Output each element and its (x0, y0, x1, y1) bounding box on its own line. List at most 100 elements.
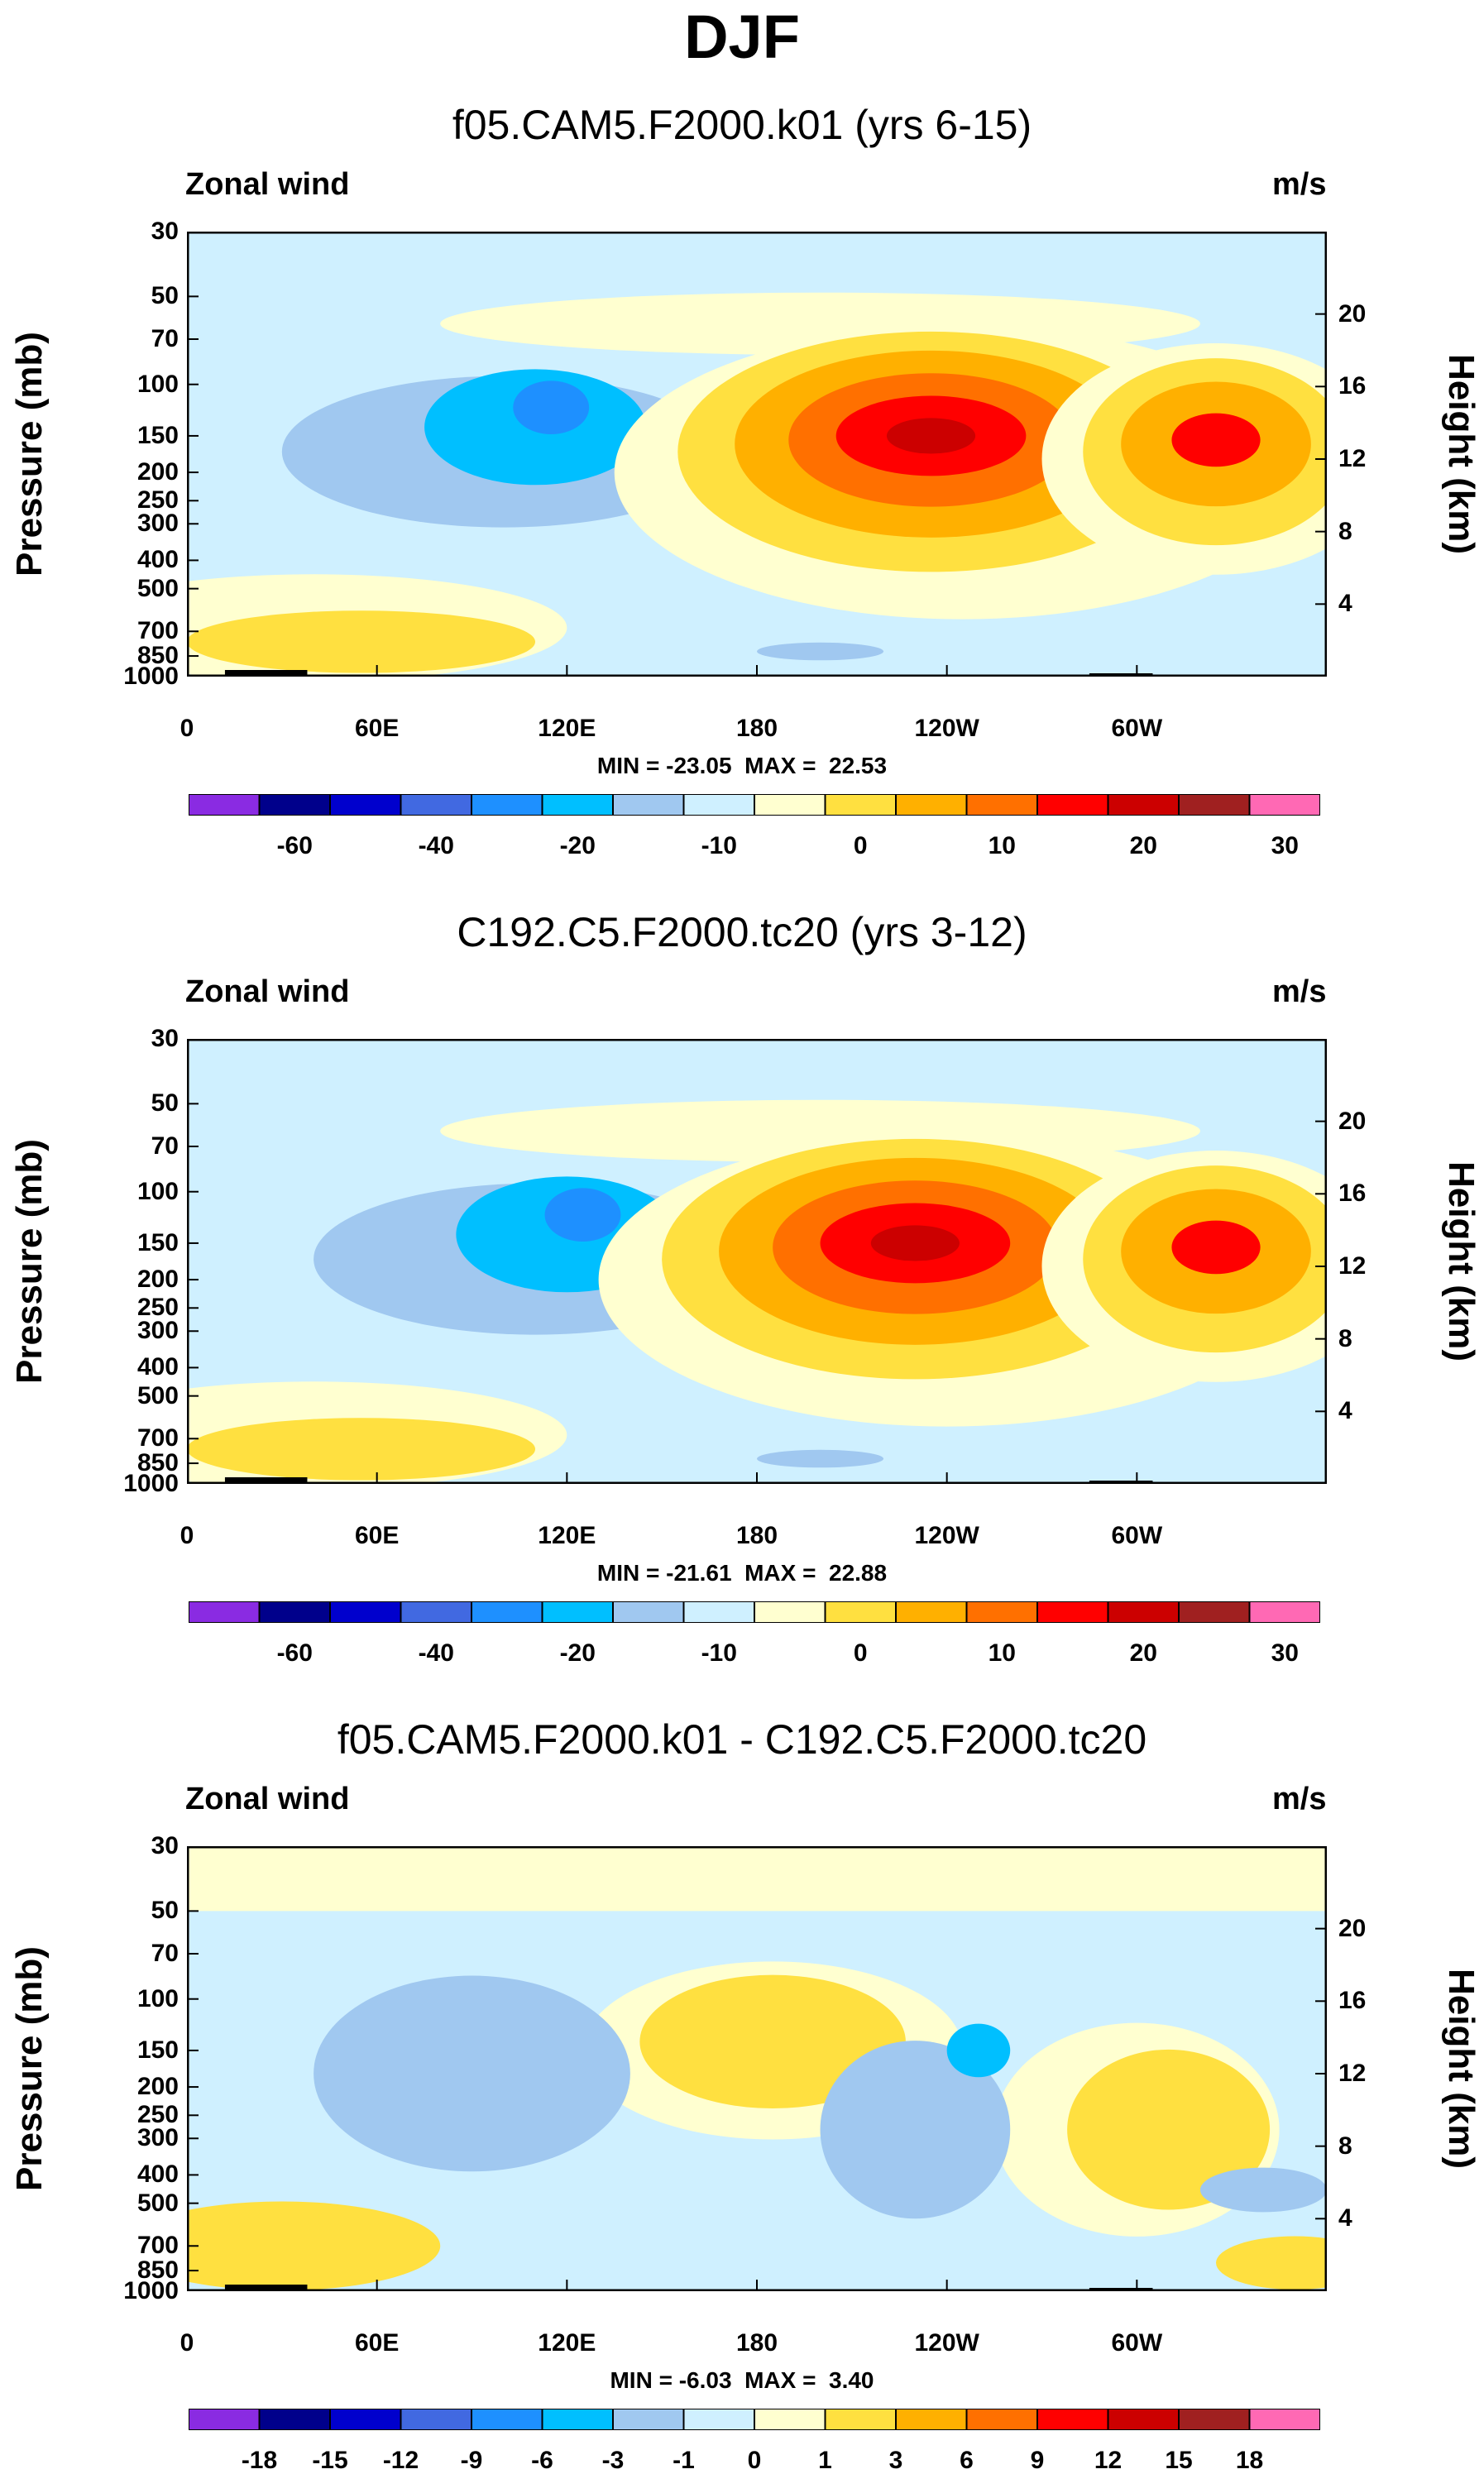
xtick-label: 180 (735, 715, 778, 742)
ytick-label: 700 (136, 1424, 179, 1452)
rtick-label: 12 (1338, 444, 1367, 472)
ytick-label: 300 (136, 1317, 179, 1345)
colorbar-swatch (400, 794, 472, 816)
panel-title: f05.CAM5.F2000.k01 (yrs 6-15) (452, 102, 1032, 148)
ytick-label: 50 (151, 1089, 179, 1117)
ytick-label: 30 (151, 1025, 179, 1052)
rtick-label: 12 (1338, 2059, 1367, 2087)
negative-anom-east-low (1199, 2167, 1327, 2213)
ytick-label: 250 (136, 1294, 179, 1322)
ytick-label: 200 (136, 1266, 179, 1294)
colorbar-swatch (541, 2409, 614, 2430)
ytick-label: 150 (136, 1228, 179, 1256)
panel-title: f05.CAM5.F2000.k01 - C192.C5.F2000.tc20 (337, 1716, 1147, 1763)
ytick-label: 100 (136, 1984, 179, 2012)
colorbar-swatch (895, 2409, 968, 2430)
colorbar-swatch (612, 794, 685, 816)
units-label: m/s (1272, 167, 1327, 202)
ytick-label: 700 (136, 2232, 179, 2260)
xtick-label: 0 (180, 715, 194, 742)
surface-easterly-patch (757, 642, 884, 661)
variable-label: Zonal wind (185, 167, 350, 202)
min-max-readout: MIN = -6.03 MAX = 3.40 (610, 2367, 874, 2393)
colorbar-swatch (965, 2409, 1038, 2430)
ytick-label: 1000 (123, 2277, 179, 2304)
xtick-label: 60W (1111, 2329, 1163, 2357)
secondary-jet-core (1171, 413, 1261, 467)
topography (224, 1477, 308, 1484)
ytick-label: 700 (136, 617, 179, 645)
colorbar-label: 10 (988, 832, 1016, 859)
negative-anom-west (314, 1975, 630, 2172)
colorbar-swatch (258, 2409, 331, 2430)
ytick-label: 70 (151, 1939, 179, 1967)
colorbar-swatch (329, 2409, 402, 2430)
ytick-label: 400 (136, 2161, 179, 2189)
left-axis-title: Pressure (mb) (9, 332, 50, 577)
topography (224, 670, 308, 677)
ytick-label: 250 (136, 2101, 179, 2129)
ytick-label: 850 (136, 642, 179, 670)
ytick-label: 200 (136, 458, 179, 486)
rtick-label: 4 (1338, 590, 1352, 618)
colorbar-label: 0 (853, 1639, 868, 1667)
xtick-label: 0 (180, 1522, 194, 1549)
units-label: m/s (1272, 974, 1327, 1009)
left-axis-title: Pressure (mb) (9, 1139, 50, 1384)
ytick-label: 100 (136, 1177, 179, 1205)
colorbar-swatch (754, 1601, 826, 1623)
colorbar-swatch (329, 1601, 402, 1623)
ytick-label: 300 (136, 2124, 179, 2152)
right-axis-title: Height (km) (1441, 354, 1482, 554)
colorbar-swatch (754, 794, 826, 816)
colorbar-swatch (1107, 794, 1180, 816)
colorbar (189, 794, 1320, 816)
ytick-label: 500 (136, 1381, 179, 1409)
colorbar (189, 1601, 1320, 1623)
right-axis-title: Height (km) (1441, 1161, 1482, 1361)
ytick-label: 1000 (123, 663, 179, 690)
colorbar (189, 2409, 1320, 2430)
panel-title: C192.C5.F2000.tc20 (yrs 3-12) (457, 909, 1027, 955)
secondary-jet-core (1171, 1220, 1261, 1275)
colorbar-label: 30 (1271, 1639, 1299, 1667)
ytick-label: 50 (151, 1897, 179, 1925)
xtick-label: 60E (354, 715, 400, 742)
colorbar-swatch (258, 794, 331, 816)
colorbar-swatch (189, 2409, 261, 2430)
ytick-label: 500 (136, 2189, 179, 2217)
colorbar-label: -10 (701, 1639, 737, 1667)
surface-easterly-patch (757, 1449, 884, 1468)
colorbar-swatch (1107, 2409, 1180, 2430)
rtick-label: 4 (1338, 1397, 1352, 1425)
easterly-core (544, 1188, 621, 1242)
colorbar-swatch (824, 1601, 897, 1623)
figure-title: DJF (684, 2, 800, 71)
rtick-label: 16 (1338, 1987, 1367, 2015)
lowlevel-positive-anom (187, 2201, 441, 2291)
colorbar-swatch (189, 794, 261, 816)
ytick-label: 400 (136, 546, 179, 574)
rtick-label: 12 (1338, 1251, 1367, 1280)
colorbar-label: 20 (1129, 832, 1157, 859)
colorbar-swatch (471, 794, 543, 816)
colorbar-label: 30 (1271, 832, 1299, 859)
colorbar-swatch (1178, 2409, 1251, 2430)
colorbar-label: -40 (418, 832, 454, 859)
ytick-label: 70 (151, 1132, 179, 1160)
negative-anom-mid (820, 2041, 1011, 2219)
xtick-label: 120W (914, 1522, 979, 1549)
colorbar-label: -60 (276, 832, 313, 859)
ytick-label: 30 (151, 218, 179, 245)
variable-label: Zonal wind (185, 974, 350, 1009)
xtick-label: 60E (354, 2329, 400, 2357)
ytick-label: 500 (136, 574, 179, 602)
colorbar-swatch (189, 1601, 261, 1623)
min-max-readout: MIN = -21.61 MAX = 22.88 (596, 1560, 888, 1586)
colorbar-swatch (895, 1601, 968, 1623)
min-max-readout: MIN = -23.05 MAX = 22.53 (596, 753, 888, 778)
rtick-label: 8 (1338, 2132, 1352, 2160)
ytick-label: 300 (136, 510, 179, 538)
topography (224, 2285, 308, 2291)
contour-plot (187, 1846, 1327, 2291)
